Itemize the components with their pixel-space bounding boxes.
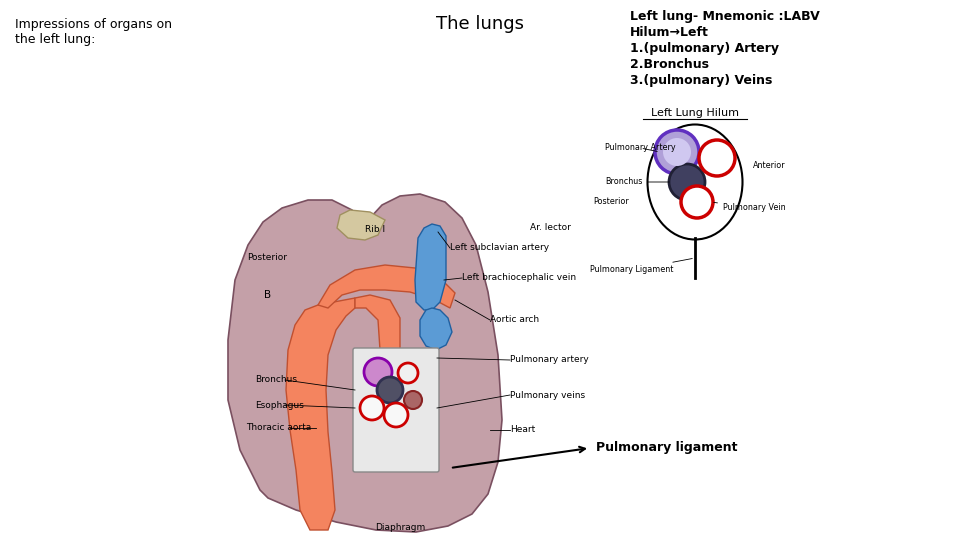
Circle shape <box>398 363 418 383</box>
Polygon shape <box>286 298 355 530</box>
Text: Left Lung Hilum: Left Lung Hilum <box>651 108 739 118</box>
Polygon shape <box>420 308 452 350</box>
Text: Pulmonary Vein: Pulmonary Vein <box>713 202 785 213</box>
Circle shape <box>404 391 422 409</box>
Text: Pulmonary artery: Pulmonary artery <box>510 355 588 364</box>
Text: 1.(pulmonary) Artery: 1.(pulmonary) Artery <box>630 42 779 55</box>
Text: Posterior: Posterior <box>593 198 629 206</box>
Text: Impressions of organs on
the left lung:: Impressions of organs on the left lung: <box>15 18 172 46</box>
Text: Posterior: Posterior <box>247 253 287 262</box>
Text: Left subclavian artery: Left subclavian artery <box>450 244 549 253</box>
Polygon shape <box>415 224 446 310</box>
Text: Heart: Heart <box>510 426 536 435</box>
Text: Aortic arch: Aortic arch <box>490 315 540 325</box>
Text: Left lung- Mnemonic :LABV: Left lung- Mnemonic :LABV <box>630 10 820 23</box>
Circle shape <box>384 403 408 427</box>
Circle shape <box>681 186 713 218</box>
Text: Anterior: Anterior <box>753 161 785 171</box>
Circle shape <box>699 140 735 176</box>
Text: Left brachiocephalic vein: Left brachiocephalic vein <box>462 273 576 282</box>
Polygon shape <box>318 265 455 308</box>
Polygon shape <box>337 210 385 240</box>
Text: 2.Bronchus: 2.Bronchus <box>630 58 709 71</box>
Circle shape <box>377 377 403 403</box>
Text: B: B <box>264 290 272 300</box>
Text: Thoracic aorta: Thoracic aorta <box>246 423 311 433</box>
Text: Esophagus: Esophagus <box>255 401 304 409</box>
Circle shape <box>360 396 384 420</box>
FancyBboxPatch shape <box>353 348 439 472</box>
Text: Ar. lector: Ar. lector <box>530 224 571 233</box>
Text: Hilum→Left: Hilum→Left <box>630 26 708 39</box>
Text: Bronchus: Bronchus <box>605 178 669 186</box>
Text: Diaphragm: Diaphragm <box>374 523 425 531</box>
Text: Pulmonary Artery: Pulmonary Artery <box>605 144 676 152</box>
Text: Rib I: Rib I <box>365 226 385 234</box>
Text: The lungs: The lungs <box>436 15 524 33</box>
Text: Bronchus: Bronchus <box>255 375 297 384</box>
Text: 3.(pulmonary) Veins: 3.(pulmonary) Veins <box>630 74 773 87</box>
Ellipse shape <box>647 125 742 240</box>
Circle shape <box>655 130 699 174</box>
Text: Pulmonary ligament: Pulmonary ligament <box>596 442 737 455</box>
Text: Pulmonary veins: Pulmonary veins <box>510 390 586 400</box>
Polygon shape <box>228 194 502 532</box>
Circle shape <box>663 138 691 166</box>
Circle shape <box>669 164 705 200</box>
Text: Pulmonary Ligament: Pulmonary Ligament <box>590 259 692 274</box>
Circle shape <box>364 358 392 386</box>
Polygon shape <box>355 295 400 460</box>
